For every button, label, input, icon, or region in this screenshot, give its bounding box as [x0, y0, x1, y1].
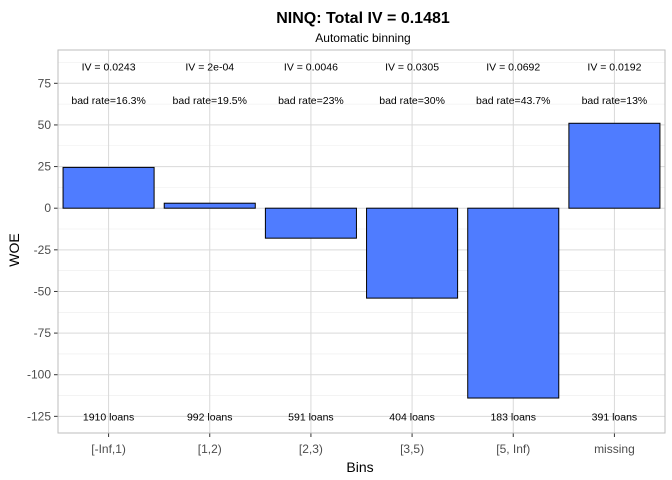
y-tick-label: -75 [34, 326, 52, 340]
x-tick-label: [2,3) [299, 442, 323, 456]
bad-rate-label: bad rate=30% [379, 95, 445, 107]
bad-rate-label: bad rate=19.5% [173, 95, 247, 107]
woe-bar [62, 166, 155, 209]
woe-bar [264, 207, 357, 239]
y-tick-label: 75 [38, 76, 52, 90]
woe-bar [163, 202, 256, 209]
x-axis-title: Bins [346, 459, 373, 475]
x-tick-label: missing [594, 442, 635, 456]
bad-rate-label: bad rate=16.3% [71, 95, 145, 107]
x-tick-label: [-Inf,1) [91, 442, 126, 456]
plot-panel-border [57, 49, 666, 434]
woe-bar [568, 122, 661, 209]
bad-rate-label: bad rate=23% [278, 95, 344, 107]
y-axis-title: WOE [6, 233, 22, 266]
iv-label: IV = 0.0192 [587, 62, 641, 74]
bad-rate-label: bad rate=13% [582, 95, 648, 107]
y-tick-label: -25 [34, 243, 52, 257]
loan-count-label: 1910 loans [83, 411, 134, 423]
bad-rate-label: bad rate=43.7% [476, 95, 550, 107]
y-tick-label: -100 [27, 368, 51, 382]
loan-count-label: 183 loans [490, 411, 536, 423]
loan-count-label: 591 loans [288, 411, 334, 423]
y-tick-label: 50 [38, 118, 52, 132]
iv-label: IV = 0.0692 [486, 62, 540, 74]
woe-bar [467, 207, 560, 399]
iv-label: IV = 0.0243 [82, 62, 136, 74]
woe-bar [366, 207, 459, 299]
loan-count-label: 992 loans [187, 411, 233, 423]
y-tick-label: 0 [44, 201, 51, 215]
x-tick-label: [3,5) [400, 442, 424, 456]
loan-count-label: 391 loans [592, 411, 638, 423]
iv-label: IV = 2e-04 [185, 62, 234, 74]
iv-label: IV = 0.0305 [385, 62, 439, 74]
chart-title: NINQ: Total IV = 0.1481 [276, 10, 450, 27]
chart-subtitle: Automatic binning [315, 31, 410, 45]
x-tick-label: [1,2) [198, 442, 222, 456]
y-tick-label: -125 [27, 409, 51, 423]
x-tick-label: [5, Inf) [496, 442, 530, 456]
y-tick-label: -50 [34, 284, 52, 298]
loan-count-label: 404 loans [389, 411, 435, 423]
plot-area: 75 50 25 0 -25 -50 -75 -100 -125 [-Inf,1) [1,2) [2,… [27, 49, 666, 456]
iv-label: IV = 0.0046 [284, 62, 338, 74]
y-tick-label: 25 [38, 160, 52, 174]
